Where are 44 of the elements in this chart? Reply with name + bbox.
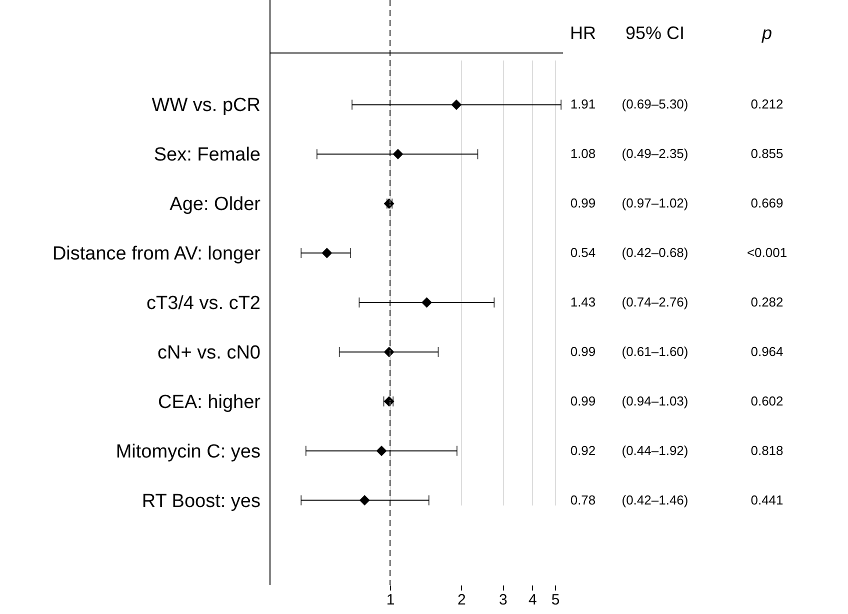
- text: (0.61–1.60): [622, 344, 688, 359]
- y-tick-label: CEA: higher: [158, 392, 262, 413]
- data-label: 0.99: [570, 196, 596, 211]
- data-label: 0.92: [570, 442, 596, 458]
- x-tick-label: 5: [551, 592, 560, 608]
- x-tick-label: 1: [386, 592, 395, 608]
- data-label: 0.99: [570, 393, 596, 408]
- y-tick-label: WW vs. pCR: [152, 95, 260, 116]
- y-tick-label: Mitomycin C: yes: [116, 441, 260, 462]
- text: (0.94–1.03): [622, 393, 688, 408]
- y-tick-label: cN+ vs. cN0: [158, 342, 260, 364]
- y-tick-label: Sex: Female: [154, 144, 260, 166]
- y-tick-label: cT3/4 vs. cT2: [146, 293, 260, 314]
- text: (0.49–2.35): [622, 146, 688, 162]
- y-tick-label: Age: Older: [170, 194, 262, 216]
- text: 0.212: [750, 96, 784, 112]
- text: 0.602: [750, 393, 784, 408]
- data-label: 1.91: [570, 96, 596, 112]
- data-label: 1.43: [570, 294, 596, 310]
- text: 0.441: [750, 492, 784, 508]
- text: <0.001: [746, 245, 788, 260]
- text: 95% CI: [625, 23, 685, 43]
- text: p: [760, 23, 772, 43]
- data-label: 0.78: [570, 492, 596, 508]
- x-tick-label: 2: [457, 592, 466, 608]
- text: 0.669: [750, 196, 784, 211]
- y-tick-label: Distance from AV: longer: [52, 244, 262, 265]
- text: (0.74–2.76): [622, 294, 688, 310]
- text: 0.282: [750, 294, 784, 310]
- text: (0.44–1.92): [622, 442, 688, 458]
- text: (0.42–0.68): [622, 245, 688, 260]
- text: HR: [570, 23, 596, 43]
- text: 0.818: [750, 442, 784, 458]
- x-tick-label: 4: [528, 592, 537, 608]
- data-label: 0.54: [570, 245, 596, 260]
- data-label: 0.99: [570, 344, 596, 359]
- text: 0.964: [750, 344, 784, 359]
- text: (0.97–1.02): [622, 196, 688, 211]
- text: 0.855: [750, 146, 784, 162]
- data-label: 1.08: [570, 146, 596, 162]
- y-tick-label: RT Boost: yes: [142, 490, 260, 512]
- x-tick-label: 3: [499, 592, 508, 608]
- text: (0.42–1.46): [622, 492, 688, 508]
- text: (0.69–5.30): [622, 96, 688, 112]
